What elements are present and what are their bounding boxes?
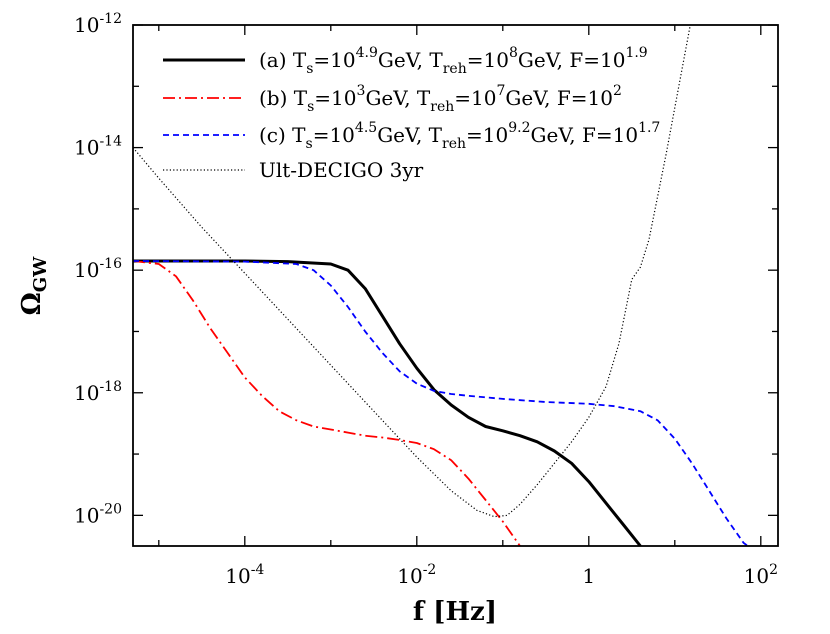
y-axis-label: ΩGW	[17, 256, 51, 316]
y-tick-label: 10-14	[74, 134, 122, 160]
legend-label-b: (b) Ts=103GeV, Treh=107GeV, F=102	[259, 83, 622, 115]
legend: (a) Ts=104.9GeV, Treh=108GeV, F=101.9 (b)…	[163, 45, 660, 182]
series-line-b	[133, 260, 521, 546]
y-tick-label: 10-20	[74, 501, 122, 527]
legend-label-decigo: Ult-DECIGO 3yr	[259, 158, 424, 182]
series-line-a	[133, 259, 642, 546]
y-axis-label-sub: GW	[30, 256, 51, 292]
y-axis-label-main: Ω	[17, 292, 47, 315]
y-tick-label: 10-12	[74, 11, 122, 37]
x-tick-label: 10-4	[225, 562, 264, 588]
legend-label-c: (c) Ts=104.5GeV, Treh=109.2GeV, F=101.7	[259, 120, 660, 152]
legend-label-a: (a) Ts=104.9GeV, Treh=108GeV, F=101.9	[259, 45, 648, 77]
plot-frame	[132, 24, 779, 547]
series-line-decigo	[133, 25, 691, 518]
series-line-c	[133, 260, 749, 546]
y-tick-label: 10-16	[74, 256, 122, 282]
x-tick-label: 102	[744, 562, 778, 588]
x-tick-label: 10-2	[397, 562, 436, 588]
x-axis-label: f [Hz]	[413, 597, 497, 627]
x-tick-label: 1	[582, 564, 595, 588]
y-tick-label: 10-18	[74, 379, 122, 405]
